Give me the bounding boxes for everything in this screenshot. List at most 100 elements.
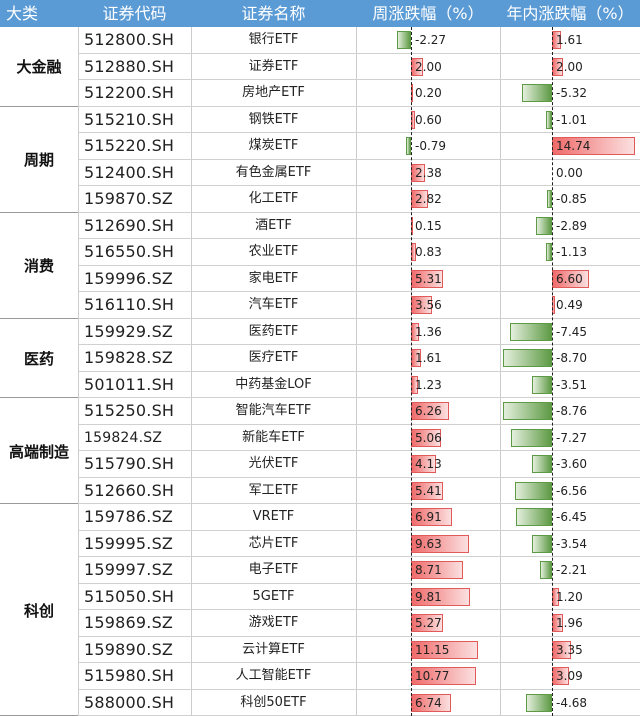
security-code: 159997.SZ [78, 557, 191, 584]
ytd-change-bar [532, 376, 552, 394]
week-change-value: -2.27 [415, 27, 446, 54]
header-category: 大类 [0, 0, 78, 27]
security-code: 501011.SH [78, 372, 191, 399]
ytd-change-value: 0.00 [556, 160, 583, 187]
security-name: 钢铁ETF [191, 107, 356, 134]
ytd-change-value: 2.00 [556, 54, 583, 81]
ytd-change-value: 0.49 [556, 292, 583, 319]
category-label: 医药 [0, 319, 78, 399]
week-change-value: 5.31 [415, 266, 442, 293]
security-code: 512660.SH [78, 478, 191, 505]
security-code: 159869.SZ [78, 610, 191, 637]
ytd-change-value: -3.54 [556, 531, 587, 558]
ytd-change-value: -2.21 [556, 557, 587, 584]
week-change-value: -0.79 [415, 133, 446, 160]
security-code: 515220.SH [78, 133, 191, 160]
security-name: 5GETF [191, 584, 356, 611]
week-change-value: 10.77 [415, 663, 449, 690]
ytd-change-value: 1.96 [556, 610, 583, 637]
security-name: 化工ETF [191, 186, 356, 213]
ytd-change-value: -4.68 [556, 690, 587, 716]
security-name: 汽车ETF [191, 292, 356, 319]
security-name: 人工智能ETF [191, 663, 356, 690]
security-code: 515050.SH [78, 584, 191, 611]
week-change-value: 3.56 [415, 292, 442, 319]
week-change-value: 11.15 [415, 637, 449, 664]
ytd-change-value: 1.61 [556, 27, 583, 54]
security-name: VRETF [191, 504, 356, 531]
week-change-value: 2.82 [415, 186, 442, 213]
week-change-value: 1.36 [415, 319, 442, 346]
ytd-change-value: 3.35 [556, 637, 583, 664]
week-change-value: 0.60 [415, 107, 442, 134]
week-change-value: 8.71 [415, 557, 442, 584]
ytd-change-value: -7.45 [556, 319, 587, 346]
ytd-change-value: -5.32 [556, 80, 587, 107]
security-code: 159824.SZ [78, 425, 191, 452]
ytd-change-bar [532, 455, 552, 473]
header-week-change: 周涨跌幅（%） [356, 0, 500, 27]
week-change-value: 5.41 [415, 478, 442, 505]
ytd-change-value: -3.51 [556, 372, 587, 399]
security-code: 159828.SZ [78, 345, 191, 372]
category-label: 高端制造 [0, 398, 78, 504]
ytd-change-value: -1.01 [556, 107, 587, 134]
ytd-change-value: 14.74 [556, 133, 590, 160]
week-change-value: 6.74 [415, 690, 442, 716]
ytd-change-bar [515, 482, 552, 500]
security-code: 159870.SZ [78, 186, 191, 213]
security-code: 588000.SH [78, 690, 191, 716]
security-code: 512880.SH [78, 54, 191, 81]
ytd-change-bar [540, 561, 552, 579]
ytd-change-value: -6.56 [556, 478, 587, 505]
category-label: 消费 [0, 213, 78, 319]
week-change-value: 0.15 [415, 213, 442, 240]
week-change-value: 6.26 [415, 398, 442, 425]
week-change-value: 2.38 [415, 160, 442, 187]
security-name: 证券ETF [191, 54, 356, 81]
security-code: 159929.SZ [78, 319, 191, 346]
ytd-change-bar [536, 217, 552, 235]
security-name: 银行ETF [191, 27, 356, 54]
ytd-change-bar [511, 429, 552, 447]
ytd-change-value: 3.09 [556, 663, 583, 690]
security-name: 农业ETF [191, 239, 356, 266]
security-code: 159996.SZ [78, 266, 191, 293]
week-change-value: 0.20 [415, 80, 442, 107]
ytd-change-bar [503, 402, 552, 420]
ytd-change-value: 1.20 [556, 584, 583, 611]
ytd-change-value: -1.13 [556, 239, 587, 266]
security-code: 515980.SH [78, 663, 191, 690]
week-change-value: 6.91 [415, 504, 442, 531]
ytd-change-value: -6.45 [556, 504, 587, 531]
security-code: 512690.SH [78, 213, 191, 240]
security-name: 军工ETF [191, 478, 356, 505]
security-name: 房地产ETF [191, 80, 356, 107]
ytd-change-value: -0.85 [556, 186, 587, 213]
category-label: 科创 [0, 504, 78, 716]
ytd-change-value: -3.60 [556, 451, 587, 478]
security-code: 159995.SZ [78, 531, 191, 558]
week-change-value: 4.13 [415, 451, 442, 478]
security-code: 515210.SH [78, 107, 191, 134]
week-zero-axis [411, 27, 412, 716]
week-change-bar [397, 31, 411, 49]
security-code: 512800.SH [78, 27, 191, 54]
ytd-change-bar [532, 535, 552, 553]
header-code: 证券代码 [78, 0, 191, 27]
week-change-value: 2.00 [415, 54, 442, 81]
header-name: 证券名称 [191, 0, 356, 27]
ytd-change-bar [522, 84, 552, 102]
security-name: 煤炭ETF [191, 133, 356, 160]
ytd-change-bar [510, 323, 552, 341]
security-name: 家电ETF [191, 266, 356, 293]
security-name: 新能车ETF [191, 425, 356, 452]
ytd-change-value: -2.89 [556, 213, 587, 240]
week-change-value: 1.23 [415, 372, 442, 399]
security-name: 云计算ETF [191, 637, 356, 664]
category-label: 周期 [0, 107, 78, 213]
ytd-change-bar [503, 349, 552, 367]
ytd-change-bar [526, 694, 552, 712]
security-name: 科创50ETF [191, 690, 356, 716]
security-code: 516110.SH [78, 292, 191, 319]
